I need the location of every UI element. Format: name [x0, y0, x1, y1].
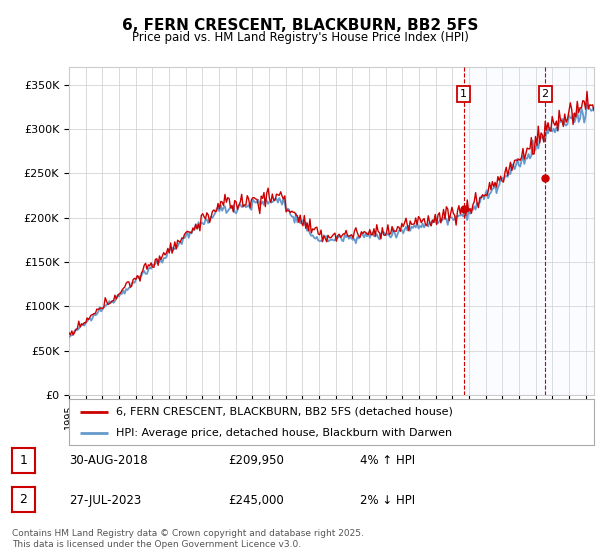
- Text: 6, FERN CRESCENT, BLACKBURN, BB2 5FS (detached house): 6, FERN CRESCENT, BLACKBURN, BB2 5FS (de…: [116, 407, 453, 417]
- Text: 2% ↓ HPI: 2% ↓ HPI: [360, 493, 415, 507]
- Text: Contains HM Land Registry data © Crown copyright and database right 2025.
This d: Contains HM Land Registry data © Crown c…: [12, 529, 364, 549]
- Bar: [464, 67, 594, 395]
- Text: 1: 1: [460, 89, 467, 99]
- Text: 4% ↑ HPI: 4% ↑ HPI: [360, 454, 415, 468]
- Text: 30-AUG-2018: 30-AUG-2018: [69, 454, 148, 468]
- Text: 1: 1: [19, 454, 28, 467]
- Text: £209,950: £209,950: [228, 454, 284, 468]
- Text: 27-JUL-2023: 27-JUL-2023: [69, 493, 141, 507]
- Text: HPI: Average price, detached house, Blackburn with Darwen: HPI: Average price, detached house, Blac…: [116, 428, 452, 438]
- Text: £245,000: £245,000: [228, 493, 284, 507]
- Text: Price paid vs. HM Land Registry's House Price Index (HPI): Price paid vs. HM Land Registry's House …: [131, 31, 469, 44]
- Text: 6, FERN CRESCENT, BLACKBURN, BB2 5FS: 6, FERN CRESCENT, BLACKBURN, BB2 5FS: [122, 18, 478, 33]
- Text: 2: 2: [542, 89, 549, 99]
- Text: 2: 2: [19, 493, 28, 506]
